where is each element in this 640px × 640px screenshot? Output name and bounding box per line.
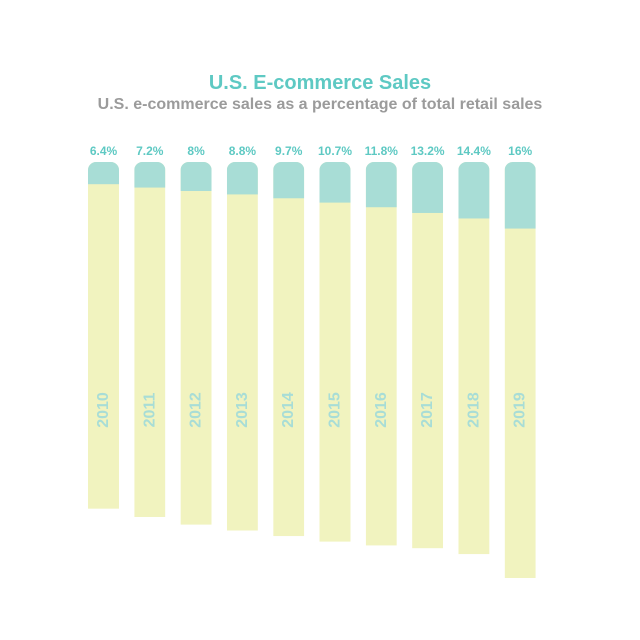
chart-subtitle: U.S. e-commerce sales as a percentage of… xyxy=(97,96,543,113)
year-label-2010: 2010 xyxy=(95,392,112,428)
data-label-2015: 10.7% xyxy=(318,144,352,158)
data-label-2013: 8.8% xyxy=(229,144,257,158)
bar-ecommerce-2019 xyxy=(504,162,536,229)
data-label-2017: 13.2% xyxy=(411,144,445,158)
year-label-2018: 2018 xyxy=(465,392,482,428)
bar-ecommerce-2014 xyxy=(273,162,305,199)
bar-retail-2015 xyxy=(319,162,351,542)
bar-retail-2018 xyxy=(458,162,490,555)
year-label-2015: 2015 xyxy=(327,392,344,428)
bar-ecommerce-2012 xyxy=(180,162,212,192)
year-label-2016: 2016 xyxy=(373,392,390,428)
data-label-2012: 8% xyxy=(187,144,205,158)
chart-title: U.S. E-commerce Sales xyxy=(208,72,432,94)
data-label-2014: 9.7% xyxy=(275,144,303,158)
data-label-2016: 11.8% xyxy=(365,144,399,158)
bar-ecommerce-2013 xyxy=(226,162,258,195)
bar-retail-2013 xyxy=(226,162,258,531)
year-label-2011: 2011 xyxy=(141,393,158,428)
bar-retail-2017 xyxy=(412,162,444,549)
bar-retail-2012 xyxy=(180,162,212,525)
bar-ecommerce-2010 xyxy=(88,162,119,185)
year-label-2014: 2014 xyxy=(280,392,297,428)
bar-ecommerce-2017 xyxy=(412,162,444,213)
bar-ecommerce-2018 xyxy=(458,162,490,219)
bar-retail-2016 xyxy=(365,162,397,546)
data-label-2018: 14.4% xyxy=(457,144,491,158)
data-label-2010: 6.4% xyxy=(90,144,118,158)
year-label-2013: 2013 xyxy=(234,392,251,428)
bar-ecommerce-2011 xyxy=(134,162,166,188)
year-label-2012: 2012 xyxy=(188,392,205,428)
data-label-2011: 7.2% xyxy=(136,144,164,158)
year-label-2019: 2019 xyxy=(512,392,529,428)
data-label-2019: 16% xyxy=(508,144,532,158)
bar-retail-2014 xyxy=(273,162,305,537)
bar-ecommerce-2016 xyxy=(365,162,397,208)
bar-retail-2011 xyxy=(134,162,166,517)
bar-retail-2019 xyxy=(504,162,536,578)
year-label-2017: 2017 xyxy=(419,392,436,428)
bar-retail-2010 xyxy=(88,162,119,509)
bar-ecommerce-2015 xyxy=(319,162,351,203)
